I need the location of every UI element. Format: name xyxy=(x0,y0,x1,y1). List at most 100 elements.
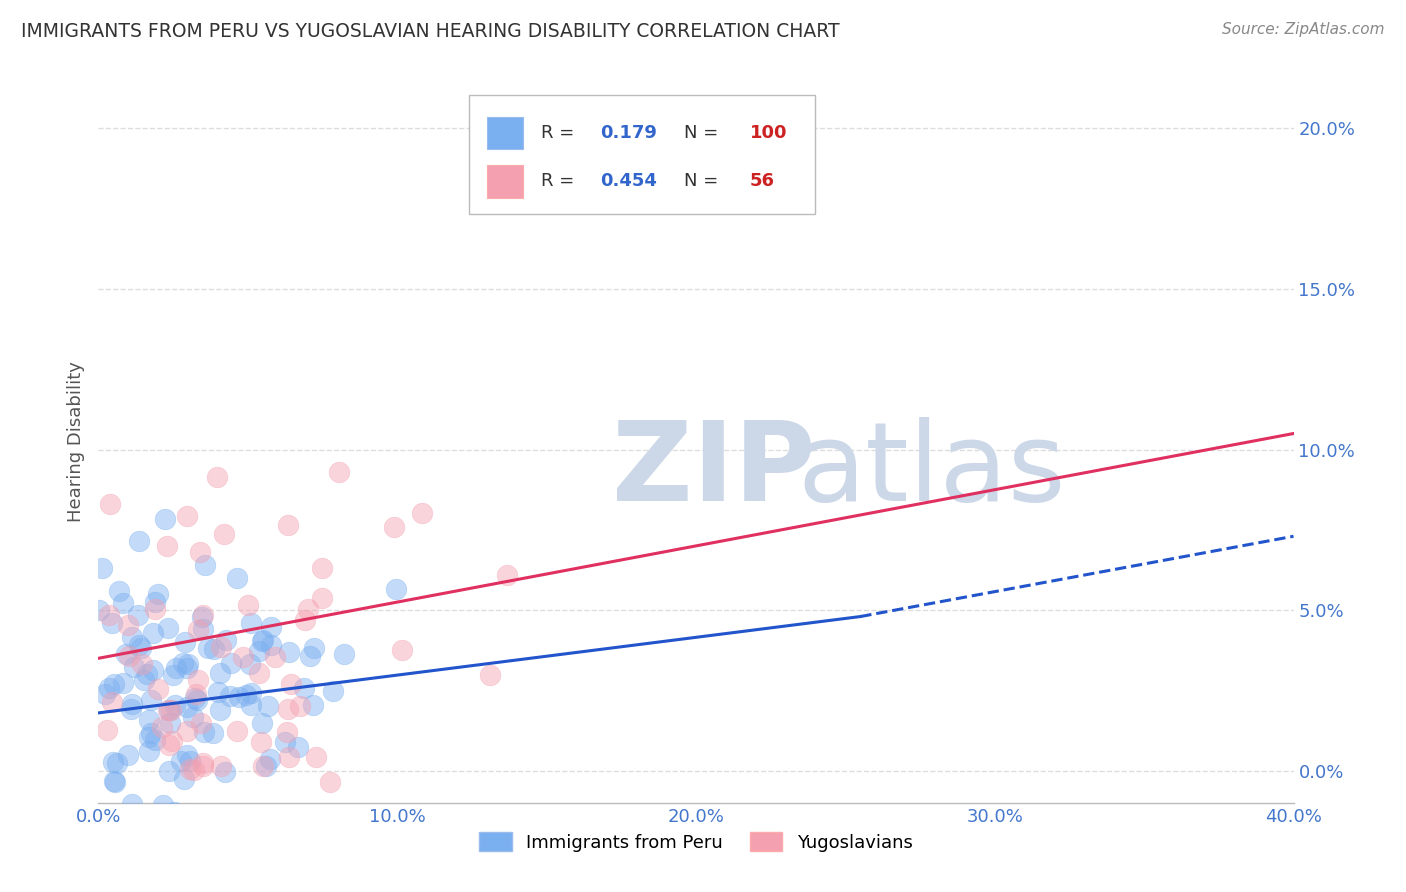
FancyBboxPatch shape xyxy=(486,165,523,198)
Point xyxy=(100,695,122,709)
FancyBboxPatch shape xyxy=(486,117,523,149)
Point xyxy=(173,772,195,786)
Point xyxy=(152,797,174,812)
Point xyxy=(277,518,299,533)
Point xyxy=(186,693,208,707)
Point xyxy=(122,660,145,674)
Point xyxy=(385,582,408,596)
Point xyxy=(155,540,177,554)
Text: R =: R = xyxy=(541,172,579,190)
Point xyxy=(391,643,413,657)
Point xyxy=(121,797,143,811)
Point xyxy=(165,661,187,675)
Point xyxy=(104,774,127,789)
Point xyxy=(128,638,150,652)
Point xyxy=(478,668,501,682)
Point xyxy=(138,714,160,728)
Point xyxy=(207,685,229,699)
Point xyxy=(209,758,232,772)
Point xyxy=(163,805,186,819)
Point xyxy=(166,807,188,822)
Point xyxy=(157,764,180,778)
Point xyxy=(97,608,120,623)
Point xyxy=(496,567,519,582)
Point xyxy=(209,665,232,680)
Point xyxy=(157,703,180,717)
Point xyxy=(157,738,180,752)
Point xyxy=(108,583,131,598)
Point xyxy=(141,726,163,740)
Point xyxy=(311,591,333,606)
Point xyxy=(254,759,277,773)
Point xyxy=(160,703,183,717)
Point xyxy=(211,640,233,654)
Point xyxy=(135,667,157,681)
Point xyxy=(176,509,198,524)
Point xyxy=(333,648,356,662)
Point xyxy=(159,716,181,731)
Point xyxy=(311,561,333,575)
Point xyxy=(305,749,328,764)
Point xyxy=(150,720,173,734)
Point xyxy=(187,623,209,637)
Text: 0.454: 0.454 xyxy=(600,172,657,190)
Point xyxy=(277,645,299,659)
Text: 56: 56 xyxy=(749,172,775,190)
Point xyxy=(120,701,142,715)
Point xyxy=(190,609,212,624)
Point xyxy=(226,724,249,739)
Point xyxy=(297,602,319,616)
Text: 100: 100 xyxy=(749,124,787,142)
Point xyxy=(252,759,274,773)
Point xyxy=(205,470,228,484)
Point xyxy=(103,755,125,769)
Point xyxy=(179,762,201,776)
Point xyxy=(277,702,299,716)
Point xyxy=(193,759,215,773)
Point xyxy=(184,687,207,701)
Point xyxy=(302,698,325,713)
Point xyxy=(191,622,214,636)
FancyBboxPatch shape xyxy=(470,95,815,214)
Point xyxy=(142,663,165,677)
Point xyxy=(235,688,257,702)
Point xyxy=(239,616,262,631)
Point xyxy=(98,497,121,511)
Point xyxy=(250,633,273,648)
Point xyxy=(138,744,160,758)
Point xyxy=(153,512,176,526)
Point xyxy=(179,754,201,768)
Point xyxy=(176,747,198,762)
Y-axis label: Hearing Disability: Hearing Disability xyxy=(66,361,84,522)
Point xyxy=(225,571,247,585)
Point xyxy=(194,558,217,573)
Point xyxy=(162,667,184,681)
Point xyxy=(299,648,322,663)
Point xyxy=(232,649,254,664)
Point xyxy=(101,616,124,631)
Point xyxy=(250,735,273,749)
Point xyxy=(176,723,198,738)
Point xyxy=(260,620,283,634)
Point xyxy=(183,710,205,724)
Point xyxy=(215,632,238,647)
Point xyxy=(121,697,143,711)
Point xyxy=(260,638,283,652)
Point xyxy=(127,607,149,622)
Point xyxy=(328,465,350,479)
Point xyxy=(142,626,165,640)
Point xyxy=(190,715,212,730)
Point xyxy=(202,641,225,656)
Point xyxy=(259,752,281,766)
Point xyxy=(138,730,160,744)
Point xyxy=(176,699,198,714)
Point xyxy=(173,635,195,649)
Point xyxy=(97,681,120,696)
Point xyxy=(160,733,183,747)
Point xyxy=(176,661,198,675)
Point xyxy=(264,649,287,664)
Point xyxy=(239,698,262,713)
Point xyxy=(165,698,187,712)
Point xyxy=(103,774,125,789)
Point xyxy=(132,673,155,688)
